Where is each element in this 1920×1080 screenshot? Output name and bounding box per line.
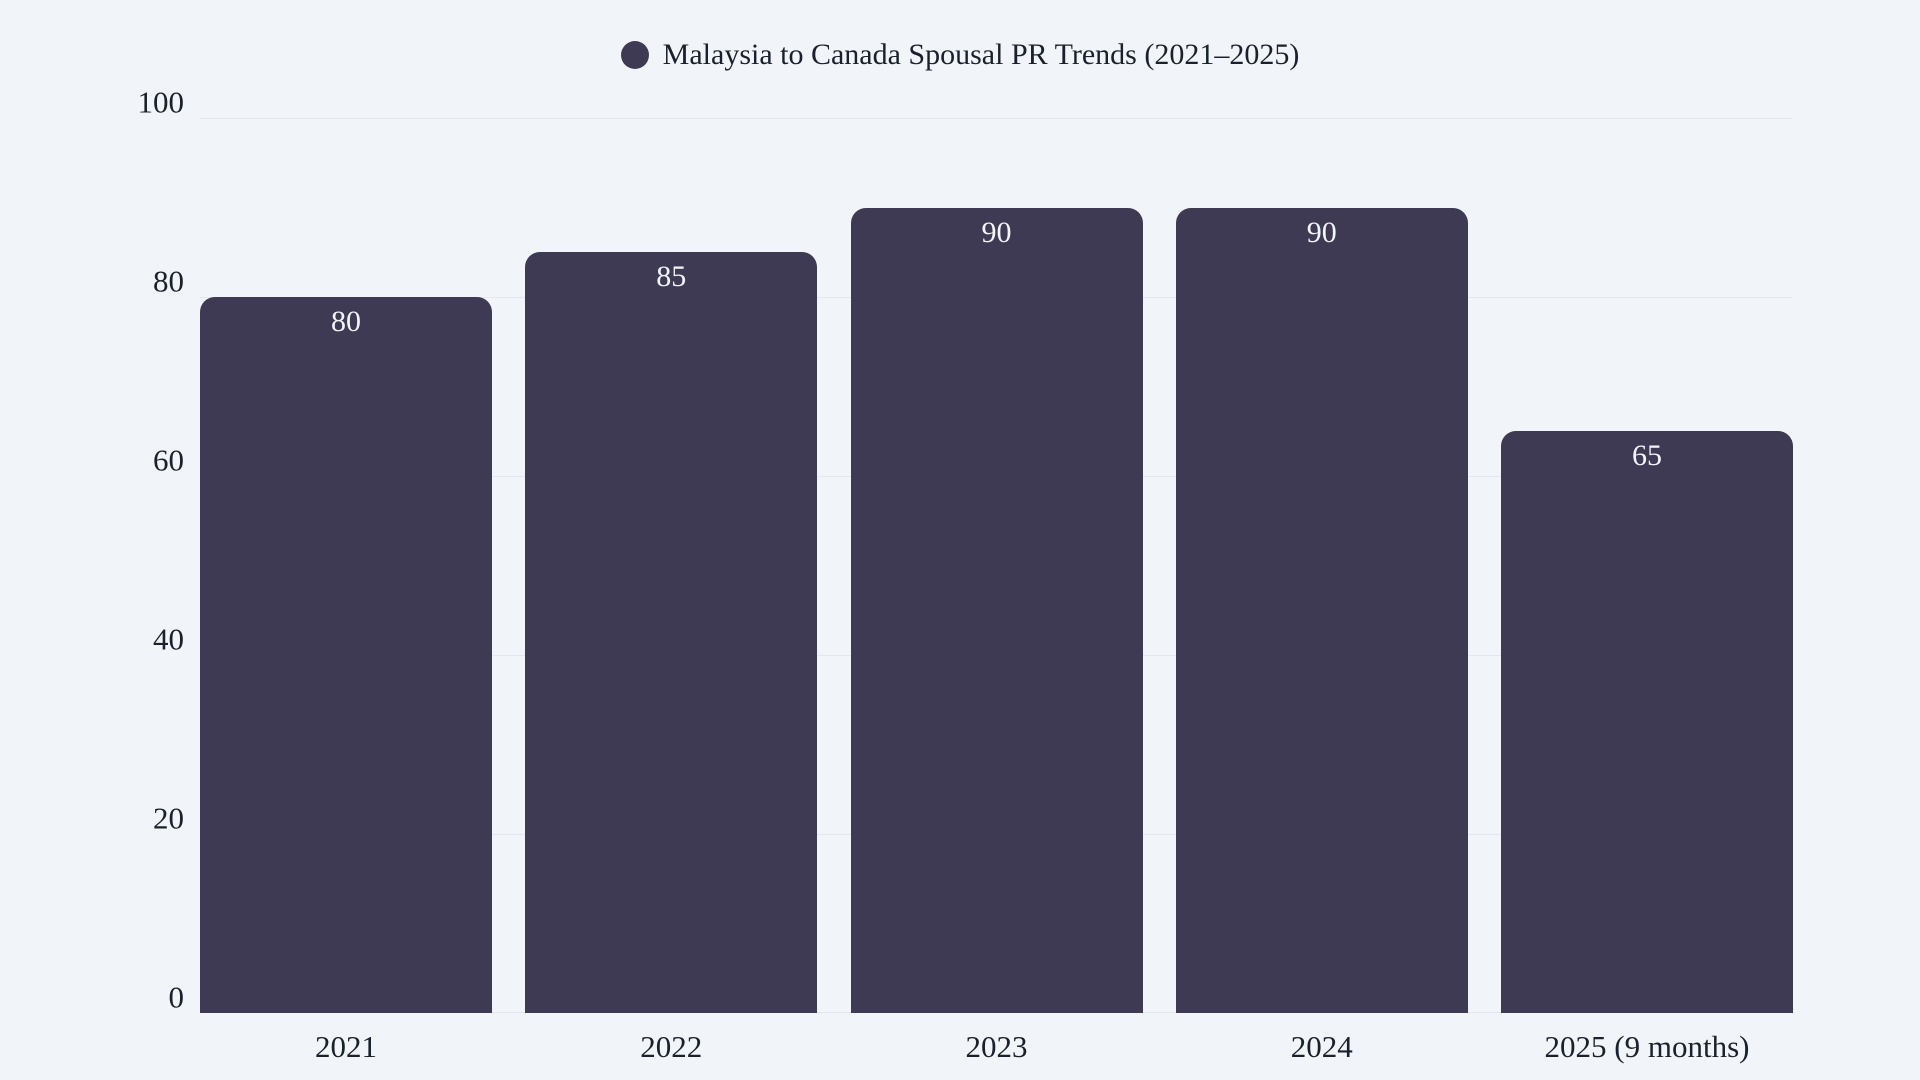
bar-column-2025 (9 months): 65 2025 (9 months) (1501, 118, 1793, 1064)
bar-column-2022: 85 2022 (525, 118, 818, 1064)
bar-value-label-2025 (9 months): 65 (1632, 439, 1662, 473)
bar-value-label-2022: 85 (656, 260, 687, 294)
bar-2022[interactable]: 85 (525, 252, 818, 1013)
gridline-100 (200, 118, 1793, 119)
legend-marker-icon (620, 40, 649, 69)
y-axis-tick-label-0: 0 (168, 979, 185, 1015)
x-axis-label-2023: 2023 (965, 1029, 1028, 1064)
y-axis-tick-label-100: 100 (137, 84, 185, 120)
plot-area: 80 2021 85 2022 90 2023 90 2024 65 2025 (9 months… (138, 87, 1793, 1064)
x-axis-label-2024: 2024 (1290, 1029, 1353, 1064)
x-axis-label-2025 (9 months): 2025 (9 months) (1544, 1029, 1750, 1064)
y-axis-tick-label-20: 20 (153, 800, 184, 836)
bar-value-label-2024: 90 (1306, 215, 1337, 249)
y-axis-tick-label-60: 60 (153, 442, 184, 478)
bar-column-2024: 90 2024 (1175, 118, 1468, 1064)
bar-value-label-2023: 90 (981, 215, 1012, 249)
bars-row: 80 2021 85 2022 90 2023 90 2024 65 2025 (9 months… (200, 118, 1793, 1064)
bar-column-2023: 90 2023 (850, 118, 1143, 1064)
bar-value-label-2021: 80 (331, 305, 361, 338)
bar-2025 (9 months)[interactable]: 65 (1501, 431, 1793, 1013)
legend-label: Malaysia to Canada Spousal PR Trends (20… (662, 38, 1300, 71)
chart-legend[interactable]: Malaysia to Canada Spousal PR Trends (20… (0, 38, 1920, 71)
bar-column-2021: 80 2021 (200, 118, 492, 1064)
x-axis-label-2021: 2021 (315, 1029, 377, 1064)
bar-2023[interactable]: 90 (850, 207, 1143, 1013)
x-axis-label-2022: 2022 (640, 1029, 703, 1064)
y-axis-tick-label-80: 80 (153, 263, 184, 299)
y-axis-tick-label-40: 40 (153, 621, 184, 657)
bar-2021[interactable]: 80 (200, 297, 492, 1013)
bar-2024[interactable]: 90 (1175, 207, 1468, 1013)
